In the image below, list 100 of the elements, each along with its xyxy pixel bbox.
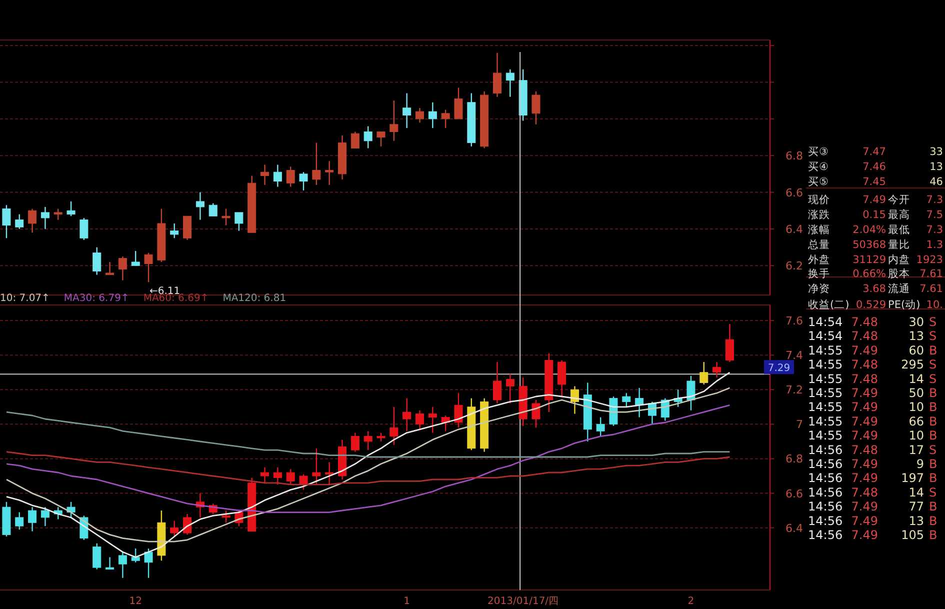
candlestick xyxy=(40,206,50,230)
text: 7.46 xyxy=(862,161,886,173)
candlestick xyxy=(92,542,102,570)
candlestick xyxy=(54,208,62,220)
candlestick xyxy=(415,107,424,124)
text: 涨幅 xyxy=(808,224,830,236)
y-tick-label: 6.8 xyxy=(786,150,803,163)
text: 7.49 xyxy=(851,400,878,414)
text: 7.49 xyxy=(851,514,878,528)
candlestick xyxy=(532,90,540,125)
text: 7.61 xyxy=(920,268,943,280)
candlestick xyxy=(222,510,230,524)
text: 50 xyxy=(908,386,924,400)
candlestick xyxy=(106,261,114,276)
text: 股本 xyxy=(888,267,910,280)
text: 7.47 xyxy=(862,146,886,158)
candlestick xyxy=(686,375,696,411)
text: 7.61 xyxy=(920,283,943,295)
text: S xyxy=(929,329,937,344)
text: 13 xyxy=(908,329,924,344)
y-tick-label: 6.8 xyxy=(786,452,803,466)
text: 17 xyxy=(908,442,924,457)
text: 7.48 xyxy=(851,358,878,372)
text: 14:55 xyxy=(808,358,843,372)
text: S xyxy=(929,485,937,500)
text: 7.48 xyxy=(851,372,878,386)
line-series xyxy=(6,451,730,486)
text: 7.48 xyxy=(851,329,878,344)
text: 7.49 xyxy=(851,457,878,471)
candlestick xyxy=(286,166,295,188)
text: 33 xyxy=(930,146,943,158)
text: 9 xyxy=(916,457,924,471)
text: 最低 xyxy=(888,224,910,236)
text: B xyxy=(929,528,938,542)
candlestick xyxy=(28,506,37,532)
candlestick xyxy=(622,392,631,408)
text: 0.15 xyxy=(862,209,886,221)
candlestick xyxy=(312,142,321,186)
text: 最高 xyxy=(888,208,910,221)
text: 31129 xyxy=(852,254,886,266)
y-tick-label: 7.2 xyxy=(786,384,803,397)
candlestick xyxy=(144,548,153,579)
text: 买⑤ xyxy=(808,176,828,188)
text: MA120: 6.81 xyxy=(222,293,286,304)
text: 14:55 xyxy=(808,386,843,400)
candlestick xyxy=(92,246,102,276)
text: B xyxy=(929,400,938,414)
text: 买③ xyxy=(808,146,828,158)
text: 14 xyxy=(908,485,924,500)
text: 涨跌 xyxy=(808,209,830,221)
candlestick xyxy=(286,468,295,486)
text: 收益(二) xyxy=(808,299,850,311)
candlestick xyxy=(2,204,11,239)
text: 2.04% xyxy=(852,224,886,236)
y-tick-label: 7.4 xyxy=(786,349,803,362)
text: 10: 7.07↑ xyxy=(0,293,50,304)
candlestick xyxy=(131,548,140,563)
text: 换手 xyxy=(808,267,830,280)
text: B xyxy=(929,471,938,486)
text: 14:56 xyxy=(808,528,843,542)
candlestick xyxy=(725,323,734,363)
candlestick xyxy=(376,131,386,148)
text: PE(动) xyxy=(888,299,920,311)
candlestick xyxy=(390,100,398,142)
text: 7.49 xyxy=(851,528,878,542)
candlestick xyxy=(492,361,502,404)
text: 买④ xyxy=(808,161,828,173)
text: 7.49 xyxy=(851,414,878,428)
candlestick xyxy=(350,432,360,452)
candlestick xyxy=(454,392,463,428)
text: 105 xyxy=(901,528,924,542)
text: 外盘 xyxy=(808,254,830,266)
text: 7.48 xyxy=(851,315,878,329)
text: 7.49 xyxy=(862,194,886,206)
text: 197 xyxy=(901,471,924,486)
text: 14:54 xyxy=(808,315,843,329)
text: 7.49 xyxy=(851,500,878,514)
candlestick xyxy=(596,416,605,437)
ref-line-label: 7.29 xyxy=(768,363,790,374)
candlestick xyxy=(390,406,398,446)
candlestick xyxy=(15,214,24,230)
text: B xyxy=(929,500,938,514)
y-tick-label: 6.6 xyxy=(786,186,803,200)
x-tick-label: 1 xyxy=(404,596,410,607)
text: S xyxy=(929,315,937,329)
text: 今开 xyxy=(888,194,910,206)
text: 10 xyxy=(908,428,924,443)
candlestick xyxy=(183,216,192,241)
candlestick xyxy=(350,131,360,149)
text: 10. xyxy=(926,299,943,311)
text: 7.45 xyxy=(862,176,886,188)
candlestick xyxy=(170,222,179,239)
x-tick-label: 2013/01/17/四 xyxy=(488,596,559,607)
text: B xyxy=(929,428,938,443)
text: 66 xyxy=(908,414,924,428)
x-tick-label: 2 xyxy=(688,596,694,607)
text: 14:55 xyxy=(808,428,843,443)
candlestick xyxy=(273,466,282,486)
line-series xyxy=(6,411,730,458)
text: 3.68 xyxy=(862,283,886,295)
